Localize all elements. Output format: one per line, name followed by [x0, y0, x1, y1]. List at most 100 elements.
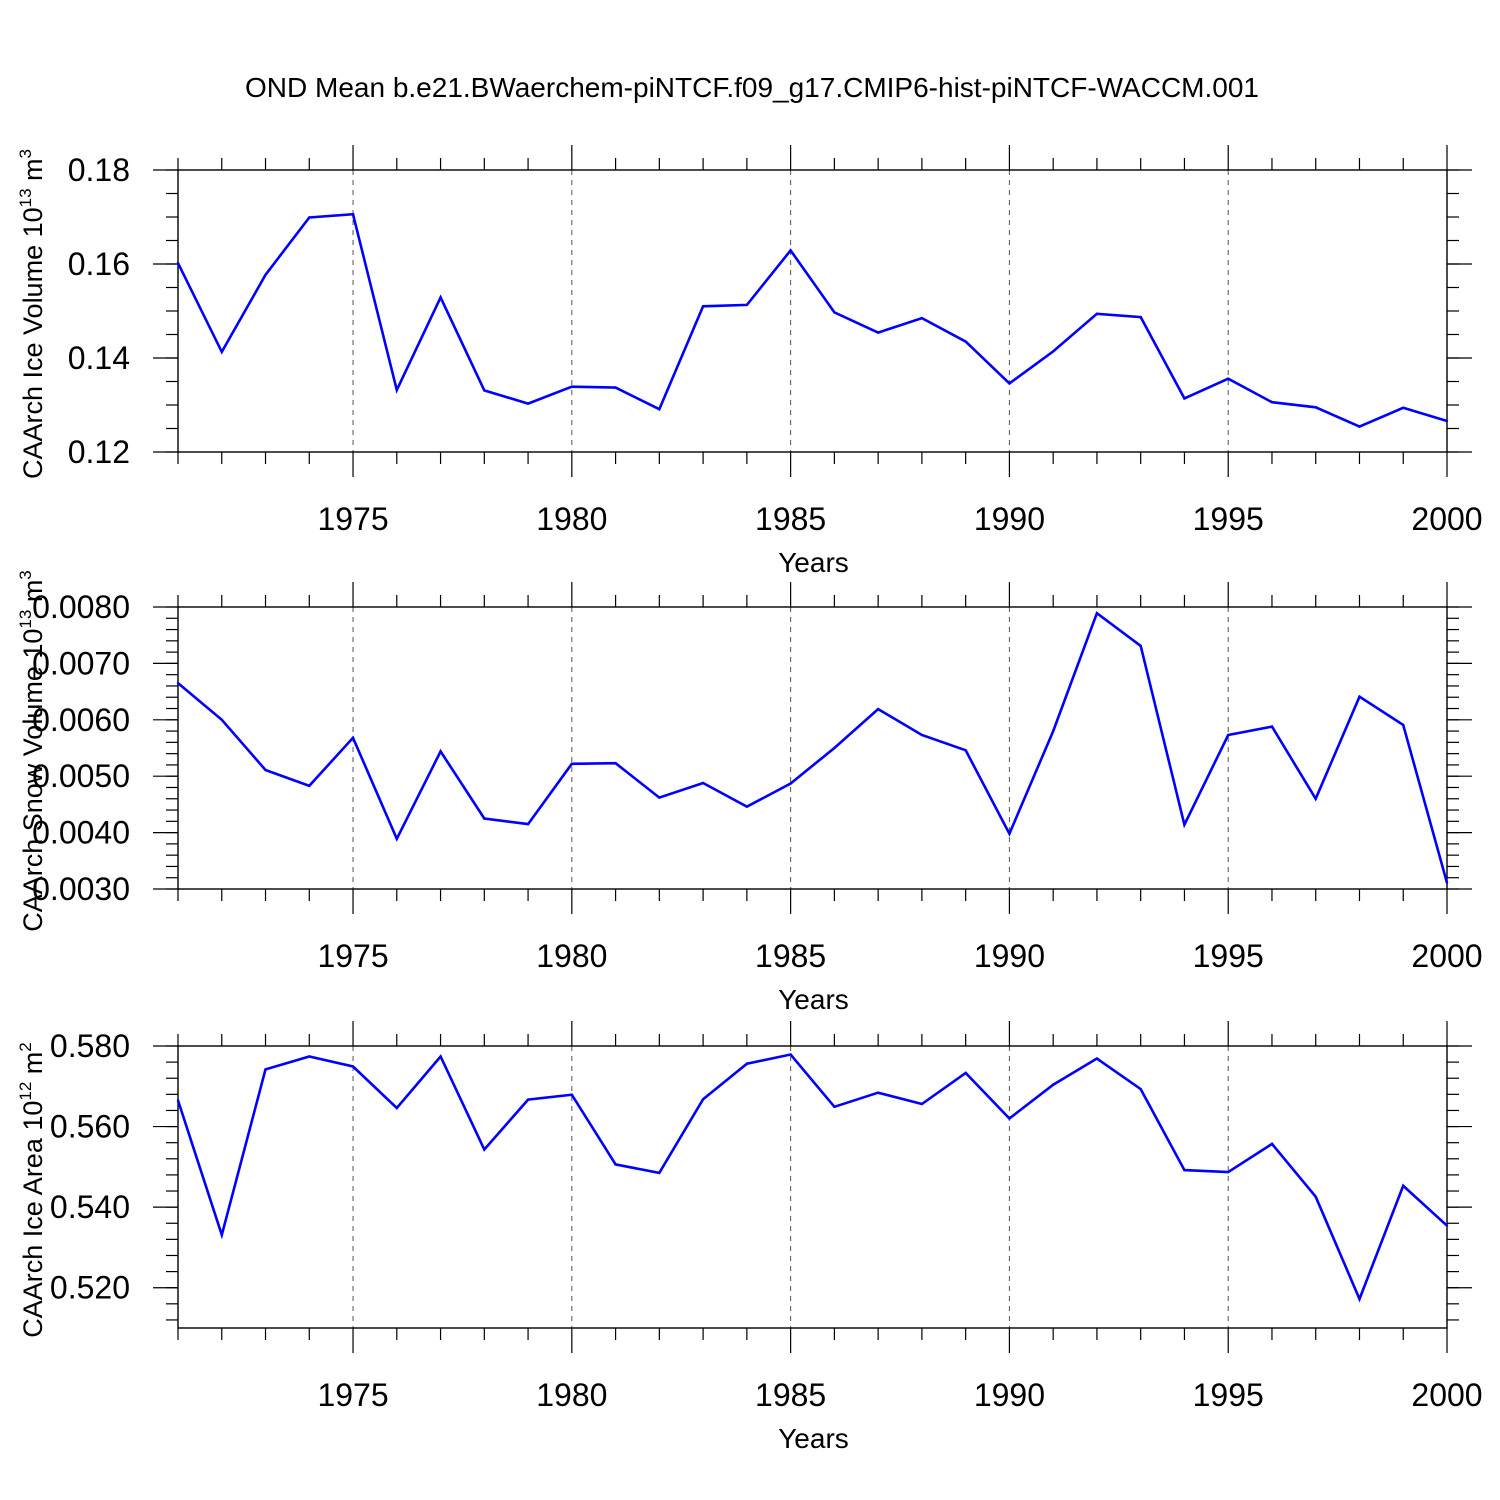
data-point [964, 749, 967, 752]
x-tick-label: 2000 [1411, 501, 1482, 537]
x-tick-label: 1995 [1193, 501, 1264, 537]
data-point [1139, 644, 1142, 648]
data-point [1358, 425, 1361, 428]
y-tick-label: 0.0070 [32, 645, 130, 681]
data-point [1095, 312, 1099, 316]
data-point [745, 303, 749, 307]
data-point [570, 385, 574, 388]
y-tick-label: 0.580 [50, 1028, 130, 1064]
data-point [526, 402, 530, 405]
series-line [176, 212, 1448, 429]
data-point [570, 1093, 574, 1096]
x-axis-label: Years [778, 547, 849, 578]
y-axis-label-text: CAArch Snow Volume 10 [18, 629, 48, 932]
y-tick-label: 0.12 [68, 434, 130, 470]
data-point [1270, 1142, 1274, 1146]
data-point [176, 1099, 180, 1102]
data-point [920, 316, 924, 320]
data-point [701, 781, 705, 785]
data-point [1402, 723, 1405, 727]
panel-3: 1975 1980 1985 1990 1995 2000 Years 0.520 0.540 0… [16, 1021, 1483, 1454]
data-point [351, 212, 355, 216]
data-point [395, 388, 398, 392]
data-point [1227, 733, 1230, 737]
x-axis-label: Years [778, 1423, 849, 1454]
data-point [526, 1098, 530, 1101]
data-point [658, 796, 661, 799]
x-tick-label: 1975 [317, 501, 388, 537]
y-tick-label: 0.18 [68, 152, 130, 188]
data-point [1270, 725, 1274, 728]
x-tick-label: 1985 [755, 501, 826, 537]
x-tick-label: 1990 [974, 501, 1045, 537]
series-line [176, 1053, 1448, 1303]
plot-frame [177, 1045, 1448, 1329]
data-point [1051, 729, 1055, 733]
y-tick-label: 0.520 [50, 1270, 130, 1306]
data-point [1051, 1083, 1055, 1086]
data-point [745, 1062, 749, 1065]
data-point [1314, 797, 1317, 800]
y-axis-label-unit-exponent: 3 [16, 149, 35, 158]
y-tick-label: 0.16 [68, 246, 130, 282]
y-tick-label: 0.560 [50, 1109, 130, 1145]
data-point [658, 408, 661, 411]
x-axis-label: Years [778, 984, 849, 1015]
data-point [920, 1102, 924, 1106]
data-point [614, 386, 617, 389]
x-tick-label: 2000 [1411, 938, 1482, 974]
data-point [264, 768, 267, 772]
data-point [1095, 612, 1099, 615]
data-point [789, 1053, 792, 1056]
y-axis-label-exponent: 13 [16, 610, 35, 629]
x-tick-label: 1980 [536, 501, 607, 537]
data-point [876, 331, 880, 334]
data-point [1270, 400, 1274, 404]
data-point [395, 1106, 398, 1110]
data-point [614, 762, 617, 765]
data-point [789, 782, 792, 785]
y-axis-label-unit: m [18, 580, 48, 610]
data-point [308, 784, 311, 787]
plot-frame [177, 606, 1448, 890]
y-tick-label: 0.0060 [32, 702, 130, 738]
y-axis-label: CAArch Ice Area 1012 m2 [16, 1042, 48, 1338]
data-point [964, 1071, 967, 1075]
data-point [1139, 1087, 1142, 1091]
data-point [264, 273, 267, 277]
y-axis-label-unit: m [18, 158, 48, 188]
x-tick-label: 1985 [755, 938, 826, 974]
data-point [308, 1055, 311, 1058]
y-tick-label: 0.0080 [32, 589, 130, 625]
data-point [308, 216, 311, 219]
data-point [920, 733, 924, 737]
data-point [176, 681, 180, 685]
x-tick-label: 1990 [974, 1377, 1045, 1413]
data-point [1008, 382, 1011, 385]
y-axis-label-text: CAArch Ice Volume 10 [18, 207, 48, 479]
data-point [1358, 1297, 1361, 1301]
data-point [745, 805, 749, 808]
data-point [220, 350, 223, 354]
panel-2: 1975 1980 1985 1990 1995 2000 Years 0.0030 0.004… [16, 570, 1483, 1015]
x-tick-label: 2000 [1411, 1377, 1482, 1413]
y-tick-label: 0.14 [68, 340, 130, 376]
data-point [701, 305, 705, 308]
data-point [351, 736, 355, 740]
data-point [833, 746, 836, 750]
x-tick-label: 1980 [536, 1377, 607, 1413]
x-tick-label: 1990 [974, 938, 1045, 974]
x-tick-label: 1980 [536, 938, 607, 974]
data-point [570, 762, 574, 765]
x-tick-label: 1995 [1193, 938, 1264, 974]
data-point [1402, 1184, 1405, 1187]
data-point [1358, 695, 1361, 698]
data-point [833, 1105, 836, 1109]
data-point [1095, 1057, 1099, 1060]
y-axis-label-text: CAArch Ice Area 10 [18, 1101, 48, 1338]
data-point [1445, 1224, 1449, 1227]
data-point [1314, 406, 1317, 409]
series-line [177, 611, 1449, 884]
data-point [1227, 377, 1230, 380]
